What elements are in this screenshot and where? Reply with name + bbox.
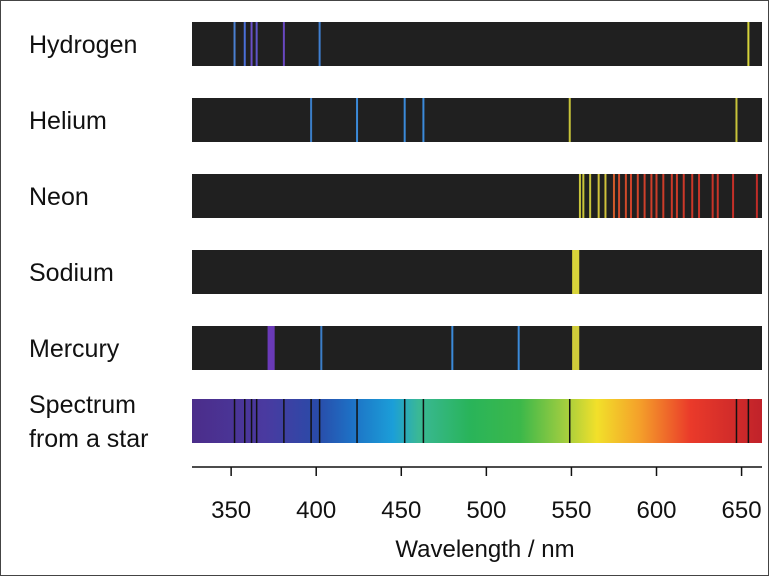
row-label-neon: Neon [29, 183, 89, 211]
x-axis: 350 400 450 500 550 600 650 Wavelength / nm [192, 466, 762, 563]
row-sodium: Sodium [29, 250, 762, 294]
x-tick-label-350: 350 [211, 497, 251, 524]
star-spectrum-bar [192, 399, 762, 443]
star-label-line2: from a star [29, 425, 148, 453]
x-tick-label-400: 400 [296, 497, 336, 524]
star-label-line1: Spectrum [29, 391, 136, 419]
row-label-mercury: Mercury [29, 335, 120, 363]
spectrum-bar-neon [192, 174, 762, 218]
x-axis-title: Wavelength / nm [395, 536, 574, 563]
element-rows: Hydrogen Helium Neon Sodium Mercury [29, 22, 762, 370]
row-neon: Neon [29, 174, 762, 218]
x-tick-label-650: 650 [722, 497, 762, 524]
star-spectrum-row: Spectrum from a star [29, 391, 762, 453]
x-tick-label-450: 450 [381, 497, 421, 524]
spectrum-bar-sodium [192, 250, 762, 294]
x-tick-label-550: 550 [551, 497, 591, 524]
row-helium: Helium [29, 98, 762, 142]
row-label-helium: Helium [29, 107, 107, 135]
row-label-sodium: Sodium [29, 259, 114, 287]
spectrum-bar-mercury [192, 326, 762, 370]
spectrum-bar-hydrogen [192, 22, 762, 66]
row-label-hydrogen: Hydrogen [29, 31, 137, 59]
spectrum-bar-helium [192, 98, 762, 142]
row-mercury: Mercury [29, 326, 762, 370]
x-tick-label-600: 600 [636, 497, 676, 524]
x-tick-label-500: 500 [466, 497, 506, 524]
row-hydrogen: Hydrogen [29, 22, 762, 66]
